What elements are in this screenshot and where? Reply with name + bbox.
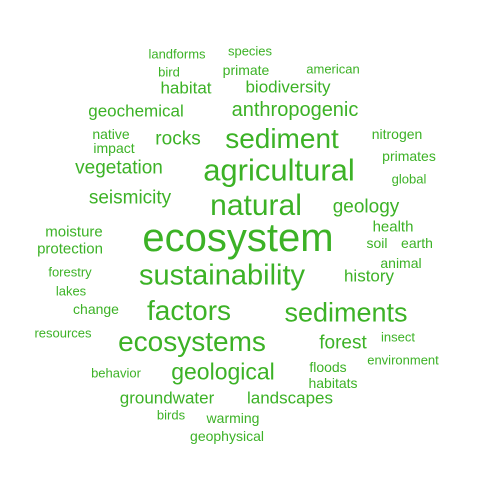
word-groundwater: groundwater	[119, 388, 215, 408]
word-species: species	[227, 43, 273, 59]
word-primates: primates	[382, 148, 436, 164]
word-geological: geological	[171, 358, 275, 385]
word-forestry: forestry	[48, 264, 92, 280]
word-birds: birds	[156, 407, 186, 423]
word-protection: protection	[37, 240, 103, 258]
word-habitat: habitat	[160, 78, 212, 98]
word-landforms: landforms	[148, 46, 206, 62]
word-floods: floods	[309, 359, 347, 375]
word-biodiversity: biodiversity	[245, 77, 331, 97]
word-geochemical: geochemical	[88, 101, 184, 121]
word-bird: bird	[158, 64, 180, 80]
word-history: history	[343, 266, 395, 286]
word-native: native	[92, 126, 130, 142]
word-primate: primate	[222, 62, 270, 78]
word-nitrogen: nitrogen	[371, 126, 423, 142]
word-forest: forest	[319, 332, 367, 354]
word-rocks: rocks	[155, 128, 201, 150]
word-agricultural: agricultural	[203, 152, 355, 188]
word-warming: warming	[206, 410, 260, 426]
word-seismicity: seismicity	[88, 187, 172, 209]
word-vegetation: vegetation	[75, 157, 163, 179]
word-geology: geology	[332, 196, 400, 218]
word-resources: resources	[34, 325, 92, 341]
word-impact: impact	[93, 140, 135, 156]
word-anthropogenic: anthropogenic	[231, 99, 359, 121]
word-american: american	[306, 61, 360, 77]
word-factors: factors	[146, 295, 232, 326]
word-environment: environment	[367, 352, 439, 368]
word-behavior: behavior	[91, 365, 141, 381]
word-insect: insect	[381, 329, 415, 345]
word-animal: animal	[380, 255, 422, 271]
word-sediments: sediments	[284, 297, 408, 328]
word-habitats: habitats	[308, 375, 358, 391]
word-geophysical: geophysical	[190, 428, 264, 444]
word-landscapes: landscapes	[246, 388, 334, 408]
word-ecosystem: ecosystem	[142, 216, 334, 260]
word-moisture: moisture	[45, 223, 103, 241]
word-global: global	[391, 171, 427, 187]
word-change: change	[73, 301, 119, 317]
word-ecosystems: ecosystems	[118, 326, 266, 357]
word-sediment: sediment	[225, 123, 339, 154]
word-health: health	[372, 218, 414, 236]
word-natural: natural	[210, 189, 302, 222]
word-lakes: lakes	[55, 283, 87, 299]
word-sustainability: sustainability	[138, 259, 306, 292]
word-soil: soil	[366, 235, 388, 251]
word-earth: earth	[401, 235, 433, 251]
